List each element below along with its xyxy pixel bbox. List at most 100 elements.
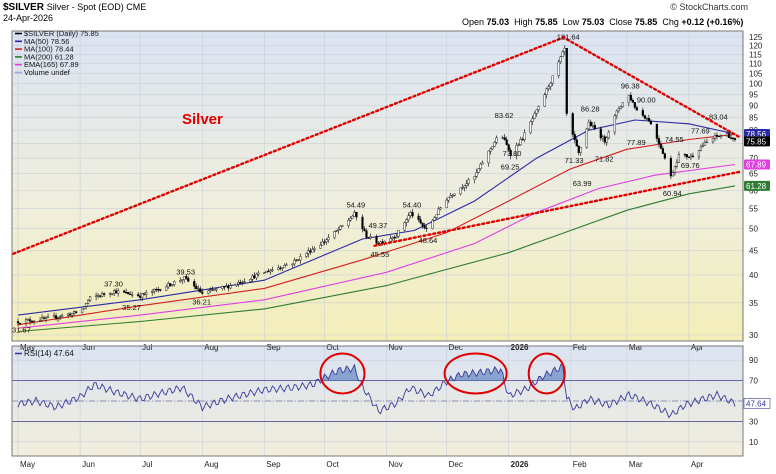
candle-body [28,319,32,322]
watermark: © StockCharts.com [670,2,748,12]
candle-body [123,290,126,293]
candle-body [185,276,188,279]
last-value-tag-label: 75.85 [746,137,767,146]
candle-body [54,315,58,319]
axes: May May Jun Jun Jul Jul Aug Aug Sep Sep Oct Oct Nov N… [12,33,771,469]
candle-body [127,292,130,295]
symbol-subtitle: Silver - Spot (EOD) CME [46,2,147,12]
y-tick-label-main: 55 [749,204,758,213]
candle-body [26,319,30,321]
candle-body [197,288,200,290]
candle-body [351,215,354,219]
candle-body [183,276,186,280]
candle-body [671,172,675,177]
candle-body [659,143,662,149]
price-annotation: 45.55 [371,250,390,259]
open-label: Open [462,17,485,27]
price-annotation: 83.62 [495,111,514,120]
candle-body [89,296,92,301]
candle-body [635,107,638,111]
candle-body [201,291,204,294]
candle-body [689,155,693,158]
candle-body [731,137,735,139]
candle-body [223,286,226,288]
moving-average-line [17,133,736,326]
candle-body [72,311,76,314]
candle-body [509,150,512,157]
y-tick-label-main: 70 [749,154,758,163]
candle-body [673,166,677,173]
candle-body [319,244,322,249]
candle-body [531,118,534,122]
candle-body [269,270,272,273]
y-tick-label-rsi: 30 [749,417,758,426]
candle-body [557,61,560,77]
candle-body [645,118,648,120]
candle-body [405,219,408,223]
candle-body [591,125,594,127]
candle-body [131,294,134,296]
candle-body [113,290,116,294]
legend-entry: MA(100) 78.44 [24,45,74,54]
candle-body [719,135,723,137]
low-label: Low [562,17,580,27]
y-tick-label-main: 50 [749,224,758,233]
candle-body [613,115,616,133]
candle-body [285,264,288,266]
candle-body [565,48,568,114]
candle-body [52,315,56,318]
candle-body [305,253,308,257]
price-annotation: 49.37 [368,221,387,230]
candle-body [87,300,90,304]
candle-body [529,121,532,133]
candle-body [313,248,316,250]
candle-body [311,249,314,253]
candle-body [199,288,202,293]
candle-body [335,230,338,232]
last-value-tag: 61.28 [744,180,770,191]
candle-body [579,147,582,153]
x-tick-label-main: Apr [691,343,704,352]
candle-body [117,290,120,294]
candle-body [213,289,216,291]
candle-body [125,292,128,294]
main-grid [12,31,743,341]
candle-body [293,260,296,265]
y-tick-label-main: 30 [749,331,758,340]
candle-body [445,199,448,208]
candle-body [299,256,302,261]
candle-body [729,137,733,139]
last-value-tag: 75.85 [744,136,770,147]
x-tick-label-main: Jun [82,343,95,352]
candle-body [381,241,384,244]
main-panel-border [11,30,744,342]
candle-body [711,137,715,143]
high-label: High [514,17,533,27]
candle-body [85,303,88,307]
last-value-tag-bg [744,159,770,170]
x-tick-label-main: Sep [266,343,281,352]
symbol-title: $SILVER Silver - Spot (EOD) CME [3,2,146,13]
candle-body [155,288,158,291]
x-tick-label-main: Dec [449,343,463,352]
candle-body [561,51,564,57]
candle-body [559,56,562,63]
candle-body [235,283,238,286]
price-annotation: 73.80 [503,149,522,158]
candle-body [323,241,326,243]
candle-body [143,293,146,295]
candle-body [151,291,154,293]
candle-body [727,133,731,138]
y-tick-label-main: 35 [749,299,758,308]
candle-body [209,289,212,292]
y-tick-label-main: 45 [749,246,758,255]
candle-body [461,187,464,189]
candle-body [179,280,182,282]
price-annotation: 48.64 [419,236,438,245]
candle-body [347,219,350,226]
x-tick-label-main: 2026 [511,343,529,352]
candle-body [56,317,60,319]
rsi-highlight-ellipse [319,352,366,395]
candle-body [477,168,480,173]
